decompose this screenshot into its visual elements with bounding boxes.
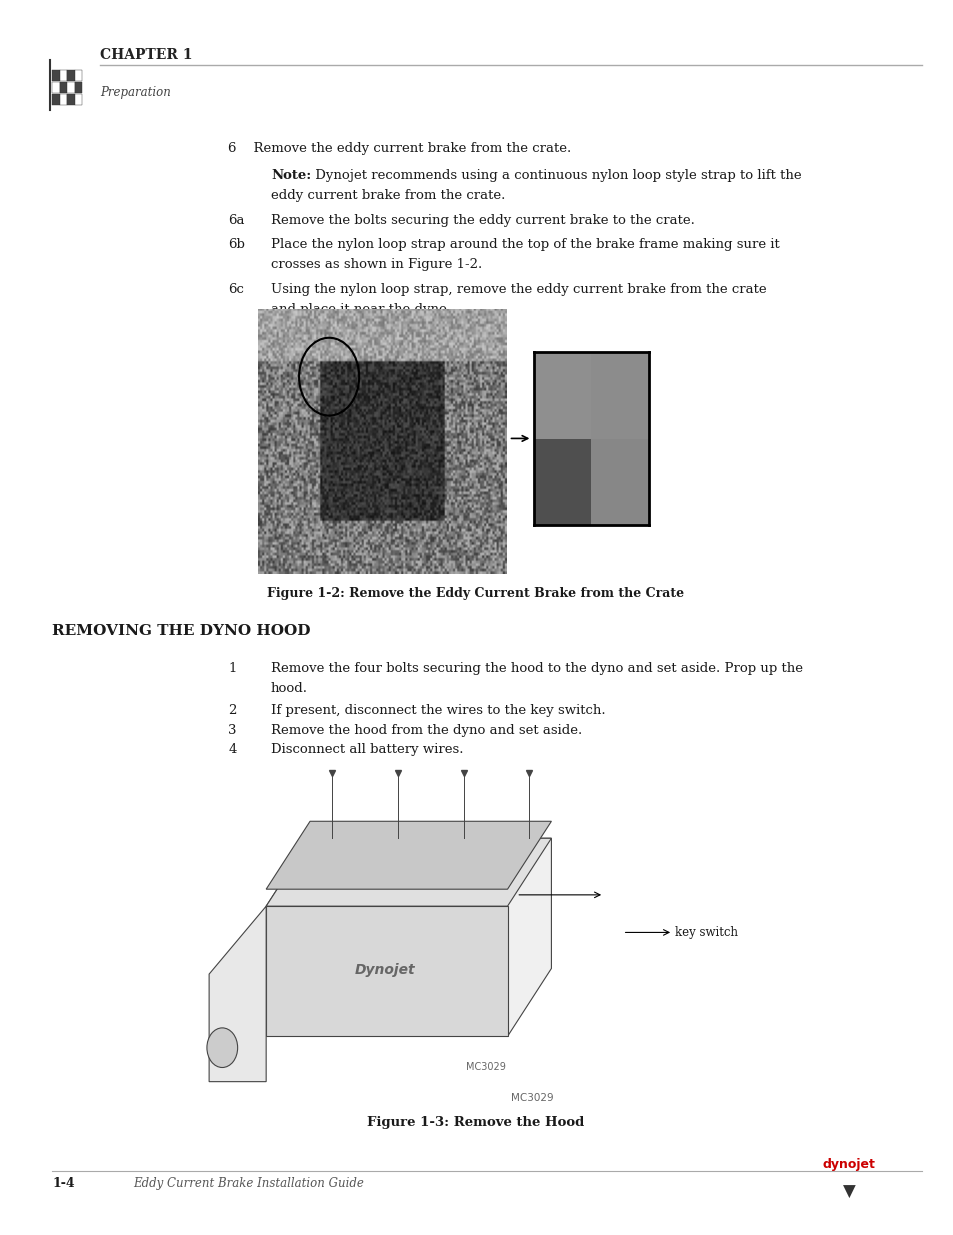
Text: 6c: 6c [228,283,244,296]
Text: 3: 3 [228,724,236,737]
Text: Dynojet: Dynojet [354,963,415,977]
Text: eddy current brake from the crate.: eddy current brake from the crate. [271,189,505,203]
FancyBboxPatch shape [60,70,67,82]
Text: Figure 1-2: Remove the Eddy Current Brake from the Crate: Figure 1-2: Remove the Eddy Current Brak… [267,587,683,600]
Text: ▼: ▼ [841,1183,855,1202]
Text: 6    Remove the eddy current brake from the crate.: 6 Remove the eddy current brake from the… [228,142,571,156]
Text: Eddy Current Brake Installation Guide: Eddy Current Brake Installation Guide [133,1177,364,1191]
Text: Remove the bolts securing the eddy current brake to the crate.: Remove the bolts securing the eddy curre… [271,214,694,227]
Polygon shape [266,906,507,1036]
FancyBboxPatch shape [75,70,82,82]
Text: REMOVING THE DYNO HOOD: REMOVING THE DYNO HOOD [52,624,311,637]
Text: key switch: key switch [674,926,738,939]
Text: Preparation: Preparation [100,86,171,100]
FancyBboxPatch shape [60,94,67,105]
FancyBboxPatch shape [52,83,59,93]
Text: MC3029: MC3029 [511,1093,553,1103]
Text: 1: 1 [228,662,236,676]
Text: dynojet: dynojet [821,1158,875,1171]
Text: If present, disconnect the wires to the key switch.: If present, disconnect the wires to the … [271,704,605,718]
Text: Remove the hood from the dyno and set aside.: Remove the hood from the dyno and set as… [271,724,581,737]
Text: 6b: 6b [228,238,245,252]
Polygon shape [209,906,266,1082]
Text: Figure 1-3: Remove the Hood: Figure 1-3: Remove the Hood [366,1116,583,1130]
Polygon shape [266,839,551,906]
Text: crosses as shown in Figure 1-2.: crosses as shown in Figure 1-2. [271,258,481,272]
FancyBboxPatch shape [68,94,74,105]
Text: 2: 2 [228,704,236,718]
FancyBboxPatch shape [68,83,74,93]
FancyBboxPatch shape [68,70,74,82]
Text: Disconnect all battery wires.: Disconnect all battery wires. [271,743,463,757]
Text: MC3029: MC3029 [465,1062,505,1072]
FancyBboxPatch shape [75,94,82,105]
Text: hood.: hood. [271,682,308,695]
Circle shape [207,1028,237,1067]
FancyBboxPatch shape [52,70,59,82]
Text: Remove the four bolts securing the hood to the dyno and set aside. Prop up the: Remove the four bolts securing the hood … [271,662,802,676]
Text: 4: 4 [228,743,236,757]
FancyBboxPatch shape [60,83,67,93]
Polygon shape [266,821,551,889]
Text: Dynojet recommends using a continuous nylon loop style strap to lift the: Dynojet recommends using a continuous ny… [311,169,801,183]
Text: 6a: 6a [228,214,244,227]
Text: 1-4: 1-4 [52,1177,75,1191]
Text: Using the nylon loop strap, remove the eddy current brake from the crate: Using the nylon loop strap, remove the e… [271,283,766,296]
Polygon shape [266,839,551,1036]
FancyBboxPatch shape [75,83,82,93]
Text: and place it near the dyno.: and place it near the dyno. [271,303,451,316]
Text: CHAPTER 1: CHAPTER 1 [100,48,193,62]
FancyBboxPatch shape [52,94,59,105]
Text: Place the nylon loop strap around the top of the brake frame making sure it: Place the nylon loop strap around the to… [271,238,779,252]
Text: Note:: Note: [271,169,311,183]
